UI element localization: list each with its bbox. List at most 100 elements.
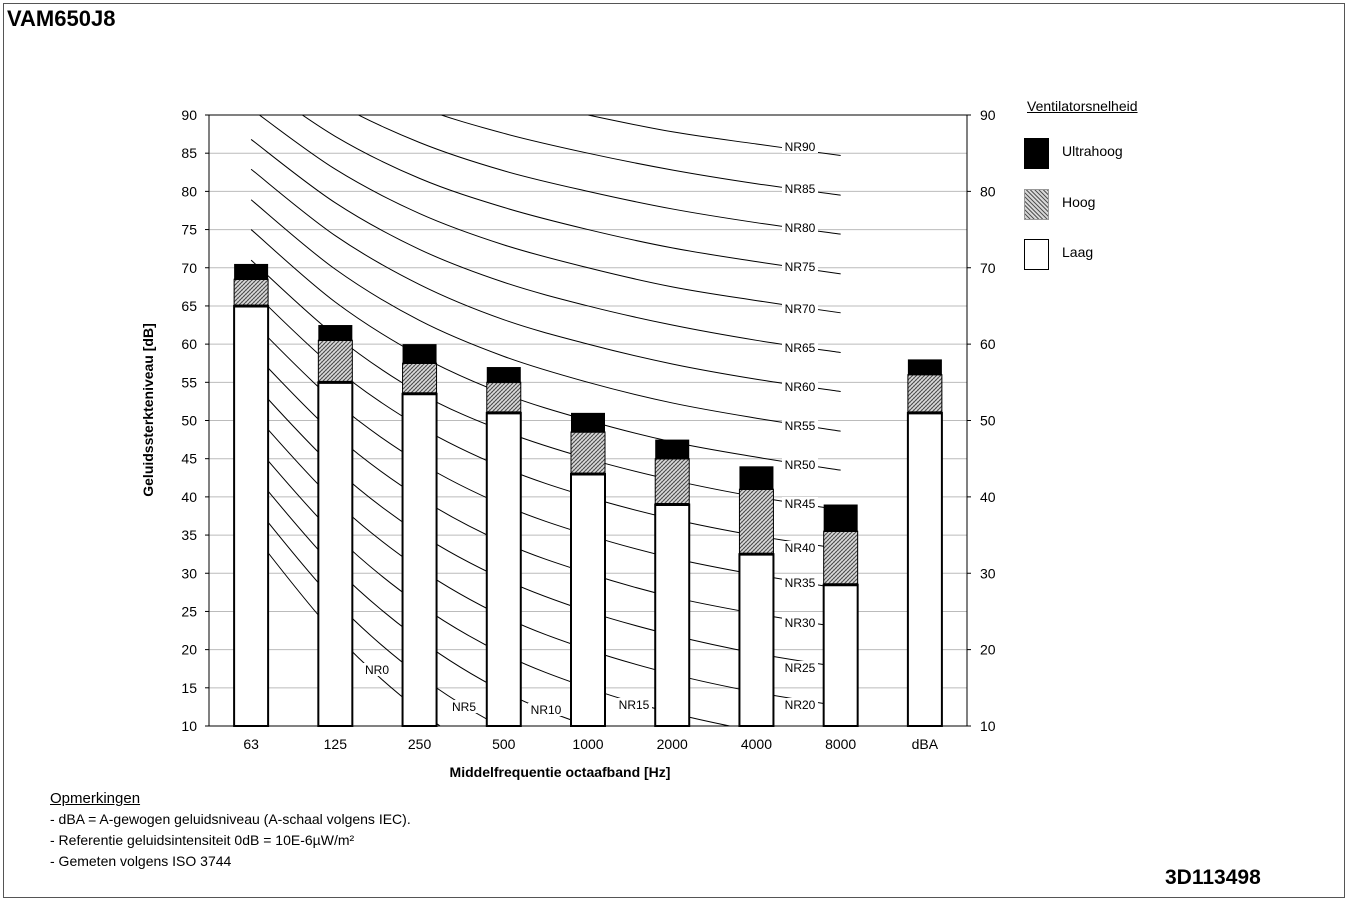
x-tick-label: 125 [324,736,348,752]
nr-label-bg [782,698,818,711]
nr-label: NR25 [785,661,816,675]
legend-label-ultrahigh: Ultrahoog [1062,143,1123,159]
nr-label-bg [782,341,818,354]
bar-low [822,583,859,727]
nr-label-bg [450,700,478,713]
bar-ultrahigh [739,466,774,490]
nr-label: NR80 [785,221,816,235]
nr-label-bg [782,140,818,153]
bar-ultrahigh [486,367,521,383]
nr-label-bg [782,458,818,471]
nr-label: NR65 [785,341,816,355]
bar-low [401,392,438,727]
bar-ultrahigh [402,344,437,364]
y-tick-label-right: 30 [980,565,996,581]
bar-high [823,530,859,586]
bar-high [486,381,522,414]
y-tick-label: 70 [181,260,197,276]
bar-low [485,411,522,727]
notes-title: Opmerkingen [50,790,141,807]
y-tick-label-right: 70 [980,260,996,276]
y-tick-label: 15 [181,680,197,696]
legend-item-low: Laag [1022,239,1192,273]
nr-curve [250,229,841,471]
bar-low [738,553,775,727]
bar-high [233,278,269,307]
nr-curve [250,199,841,432]
bar-ultrahigh [571,412,605,432]
x-tick-label: 500 [492,736,516,752]
bar-ultrahigh [907,359,942,375]
y-tick-label: 35 [181,527,197,543]
y-tick-label: 80 [181,183,197,199]
nr-label-bg [782,616,818,629]
nr-label-bg [363,663,391,676]
y-tick-label: 75 [181,222,197,238]
nr-curve [357,115,841,235]
y-tick-label-right: 20 [980,642,996,658]
bar-high [654,458,690,506]
nr-curve [258,115,841,314]
nr-curve [250,168,841,392]
y-tick-label-right: 50 [980,413,996,429]
y-tick-label: 25 [181,603,197,619]
y-axis-title: Geluidssterkteniveau [dB] [140,323,156,497]
nr-label-bg [782,419,818,432]
nr-label: NR30 [785,616,816,630]
nr-label: NR85 [785,182,816,196]
y-tick-label: 90 [181,107,197,123]
bar-high [317,339,353,383]
y-tick-label-right: 60 [980,336,996,352]
y-tick-label-right: 90 [980,107,996,123]
nr-label-bg [782,302,818,315]
nr-curve [439,115,841,196]
bar-low [317,381,354,727]
x-tick-label: 63 [243,736,259,752]
bar-high [570,431,606,475]
y-tick-label: 45 [181,451,197,467]
bar-low [654,503,691,728]
nr-label: NR40 [785,541,816,555]
x-axis-title: Middelfrequentie octaafband [Hz] [450,764,671,780]
bar-high [738,488,774,555]
nr-label: NR45 [785,497,816,511]
x-tick-label: 250 [408,736,432,752]
legend-item-high: Hoog [1022,189,1192,223]
nr-label: NR90 [785,140,816,154]
nr-label: NR20 [785,698,816,712]
page-frame [3,3,1345,898]
y-tick-label: 60 [181,336,197,352]
nr-label: NR60 [785,380,816,394]
nr-label: NR0 [365,663,389,677]
y-tick-label: 50 [181,413,197,429]
y-tick-label: 40 [181,489,197,505]
x-tick-label: 1000 [572,736,603,752]
x-tick-label: 8000 [825,736,856,752]
y-tick-label: 55 [181,374,197,390]
nr-label: NR35 [785,576,816,590]
y-tick-label: 30 [181,565,197,581]
nr-label: NR50 [785,458,816,472]
nr-curve [250,139,841,354]
nr-label: NR5 [452,700,476,714]
nr-label: NR70 [785,302,816,316]
bar-ultrahigh [234,263,269,280]
legend-title: Ventilatorsnelheid [1027,98,1138,114]
bar-low [906,411,943,727]
legend-swatch-ultrahigh [1024,138,1049,169]
legend-label-low: Laag [1062,244,1094,260]
bar-low [233,304,270,727]
nr-label-bg [782,221,818,234]
note-line: - dBA = A-gewogen geluidsniveau (A-schaa… [50,811,411,827]
y-tick-label: 85 [181,145,197,161]
bar-low [570,472,606,727]
nr-label-bg [782,576,818,589]
nr-label: NR10 [531,703,562,717]
bar-ultrahigh [318,325,353,341]
nr-label-bg [616,698,652,711]
nr-label-bg [528,703,564,716]
bar-ultrahigh [823,504,858,532]
x-tick-label: 4000 [741,736,772,752]
nr-label-bg [782,497,818,510]
